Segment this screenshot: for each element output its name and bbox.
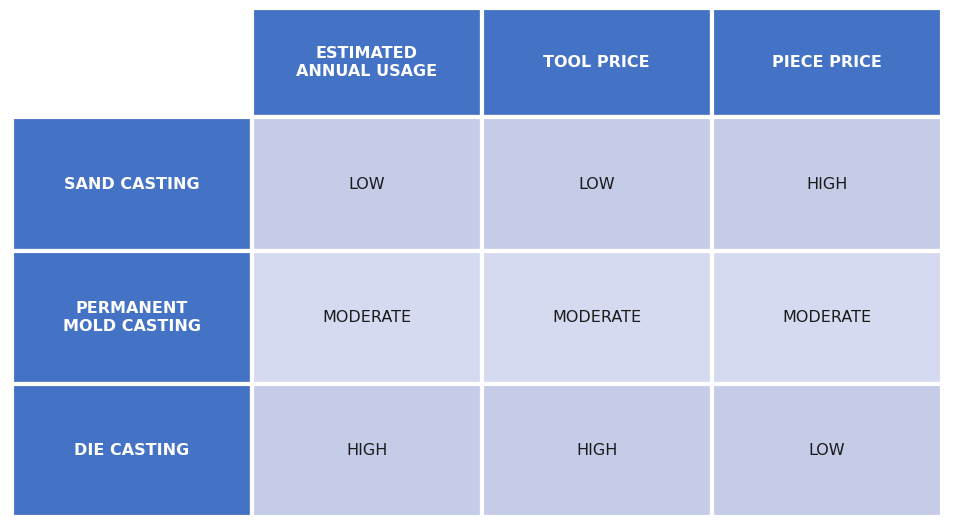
Bar — [481, 251, 711, 384]
Text: SAND CASTING: SAND CASTING — [64, 176, 200, 192]
Bar — [12, 251, 252, 384]
Bar — [12, 118, 252, 251]
Text: LOW: LOW — [578, 176, 615, 192]
Text: HIGH: HIGH — [346, 443, 387, 458]
Text: DIE CASTING: DIE CASTING — [74, 443, 190, 458]
Bar — [711, 8, 941, 118]
Bar — [252, 251, 481, 384]
Bar — [12, 384, 252, 517]
Bar — [711, 384, 941, 517]
Bar — [252, 384, 481, 517]
Bar — [481, 118, 711, 251]
Text: TOOL PRICE: TOOL PRICE — [543, 55, 649, 70]
Text: PERMANENT
MOLD CASTING: PERMANENT MOLD CASTING — [63, 301, 201, 334]
Bar — [252, 118, 481, 251]
Text: MODERATE: MODERATE — [781, 310, 870, 325]
Text: MODERATE: MODERATE — [322, 310, 411, 325]
Text: HIGH: HIGH — [805, 176, 846, 192]
Text: PIECE PRICE: PIECE PRICE — [771, 55, 881, 70]
Bar — [12, 8, 252, 118]
Bar — [711, 251, 941, 384]
Text: LOW: LOW — [348, 176, 385, 192]
Bar — [252, 8, 481, 118]
Text: ESTIMATED
ANNUAL USAGE: ESTIMATED ANNUAL USAGE — [295, 46, 436, 79]
Bar — [481, 8, 711, 118]
Text: HIGH: HIGH — [576, 443, 617, 458]
Text: LOW: LOW — [807, 443, 844, 458]
Bar — [711, 118, 941, 251]
Bar — [481, 384, 711, 517]
Text: MODERATE: MODERATE — [552, 310, 640, 325]
